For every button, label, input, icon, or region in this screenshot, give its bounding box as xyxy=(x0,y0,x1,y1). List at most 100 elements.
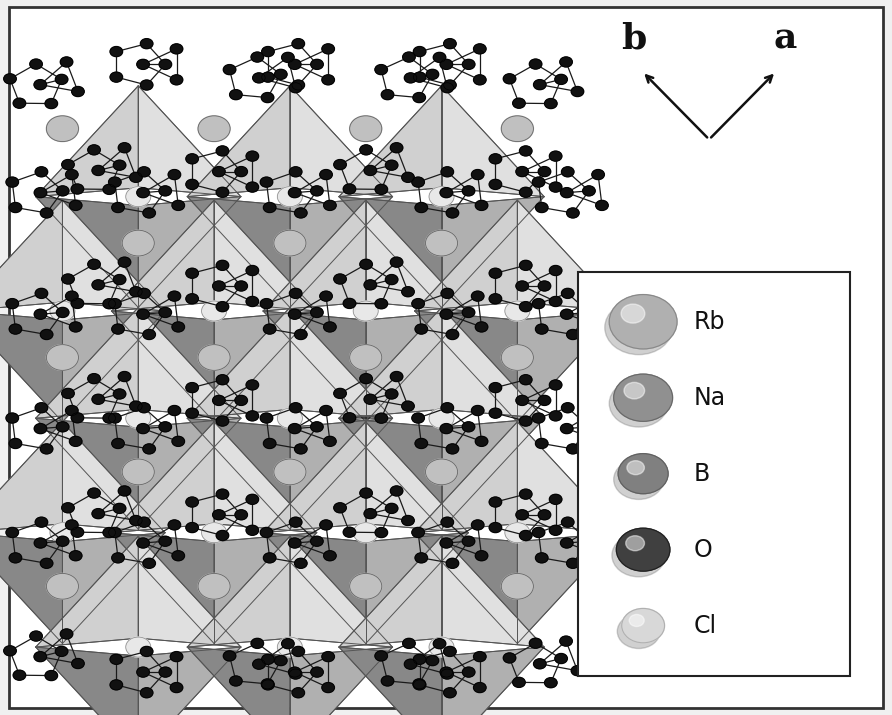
Polygon shape xyxy=(517,533,620,644)
Circle shape xyxy=(223,64,235,74)
Circle shape xyxy=(129,287,142,297)
Circle shape xyxy=(519,489,532,499)
Circle shape xyxy=(489,179,501,189)
Circle shape xyxy=(294,330,307,340)
Circle shape xyxy=(275,69,287,79)
Circle shape xyxy=(143,444,155,454)
Circle shape xyxy=(216,531,228,541)
Circle shape xyxy=(566,208,579,218)
Circle shape xyxy=(216,260,228,270)
Circle shape xyxy=(381,676,393,686)
Circle shape xyxy=(260,299,273,309)
Circle shape xyxy=(40,444,53,454)
Polygon shape xyxy=(366,311,468,422)
Circle shape xyxy=(561,517,574,527)
Circle shape xyxy=(617,614,660,649)
Circle shape xyxy=(50,301,75,321)
Circle shape xyxy=(246,526,259,536)
Polygon shape xyxy=(415,422,517,533)
Circle shape xyxy=(566,558,579,568)
Circle shape xyxy=(310,667,323,677)
Circle shape xyxy=(426,69,439,79)
Polygon shape xyxy=(0,422,62,533)
Circle shape xyxy=(462,307,475,317)
Circle shape xyxy=(289,669,301,679)
Circle shape xyxy=(260,177,273,187)
Polygon shape xyxy=(263,311,366,422)
Circle shape xyxy=(505,301,530,321)
Text: B: B xyxy=(694,462,710,485)
Circle shape xyxy=(261,654,274,664)
Circle shape xyxy=(261,679,274,689)
Circle shape xyxy=(56,422,69,432)
Circle shape xyxy=(596,322,608,332)
Polygon shape xyxy=(442,197,544,307)
Polygon shape xyxy=(138,647,241,715)
Circle shape xyxy=(334,159,346,169)
Circle shape xyxy=(103,413,116,423)
Circle shape xyxy=(288,187,301,197)
Circle shape xyxy=(571,666,583,676)
Circle shape xyxy=(441,83,453,93)
Circle shape xyxy=(516,167,528,177)
Circle shape xyxy=(46,573,78,599)
Circle shape xyxy=(29,59,42,69)
Polygon shape xyxy=(339,307,442,418)
Circle shape xyxy=(103,528,116,538)
Circle shape xyxy=(322,75,334,85)
Polygon shape xyxy=(339,86,442,197)
Circle shape xyxy=(475,436,488,446)
Circle shape xyxy=(582,536,595,546)
Circle shape xyxy=(40,208,53,218)
Circle shape xyxy=(489,408,501,418)
Circle shape xyxy=(202,523,227,543)
Circle shape xyxy=(87,374,100,384)
Circle shape xyxy=(385,160,398,170)
Circle shape xyxy=(71,184,84,194)
Circle shape xyxy=(170,683,183,693)
Circle shape xyxy=(443,80,456,90)
Circle shape xyxy=(170,44,183,54)
Circle shape xyxy=(533,413,545,423)
Circle shape xyxy=(56,186,69,196)
Circle shape xyxy=(350,573,382,599)
Circle shape xyxy=(212,510,225,520)
Circle shape xyxy=(535,324,548,334)
Circle shape xyxy=(582,186,595,196)
Circle shape xyxy=(549,265,562,275)
Circle shape xyxy=(246,182,259,192)
Circle shape xyxy=(612,534,665,577)
Circle shape xyxy=(172,200,185,210)
Circle shape xyxy=(103,184,116,194)
Circle shape xyxy=(46,116,78,142)
Circle shape xyxy=(413,72,425,82)
Circle shape xyxy=(375,64,387,74)
Circle shape xyxy=(110,72,122,82)
Circle shape xyxy=(170,75,183,85)
Polygon shape xyxy=(36,418,138,529)
Circle shape xyxy=(472,291,484,301)
Circle shape xyxy=(549,182,562,192)
Polygon shape xyxy=(0,311,62,422)
Circle shape xyxy=(441,669,453,679)
Circle shape xyxy=(202,301,227,321)
Circle shape xyxy=(381,89,393,99)
Circle shape xyxy=(549,380,562,390)
Polygon shape xyxy=(214,311,317,422)
Circle shape xyxy=(625,536,644,551)
Circle shape xyxy=(519,146,532,156)
Circle shape xyxy=(112,202,124,212)
Circle shape xyxy=(596,436,608,446)
Circle shape xyxy=(261,680,274,690)
Polygon shape xyxy=(62,311,165,422)
Circle shape xyxy=(310,59,323,69)
Circle shape xyxy=(440,309,452,319)
Circle shape xyxy=(110,46,122,56)
Circle shape xyxy=(474,651,486,661)
Circle shape xyxy=(251,638,263,649)
Circle shape xyxy=(334,274,346,284)
Circle shape xyxy=(535,202,548,212)
Circle shape xyxy=(35,403,47,413)
Circle shape xyxy=(614,459,664,499)
Circle shape xyxy=(34,651,46,661)
